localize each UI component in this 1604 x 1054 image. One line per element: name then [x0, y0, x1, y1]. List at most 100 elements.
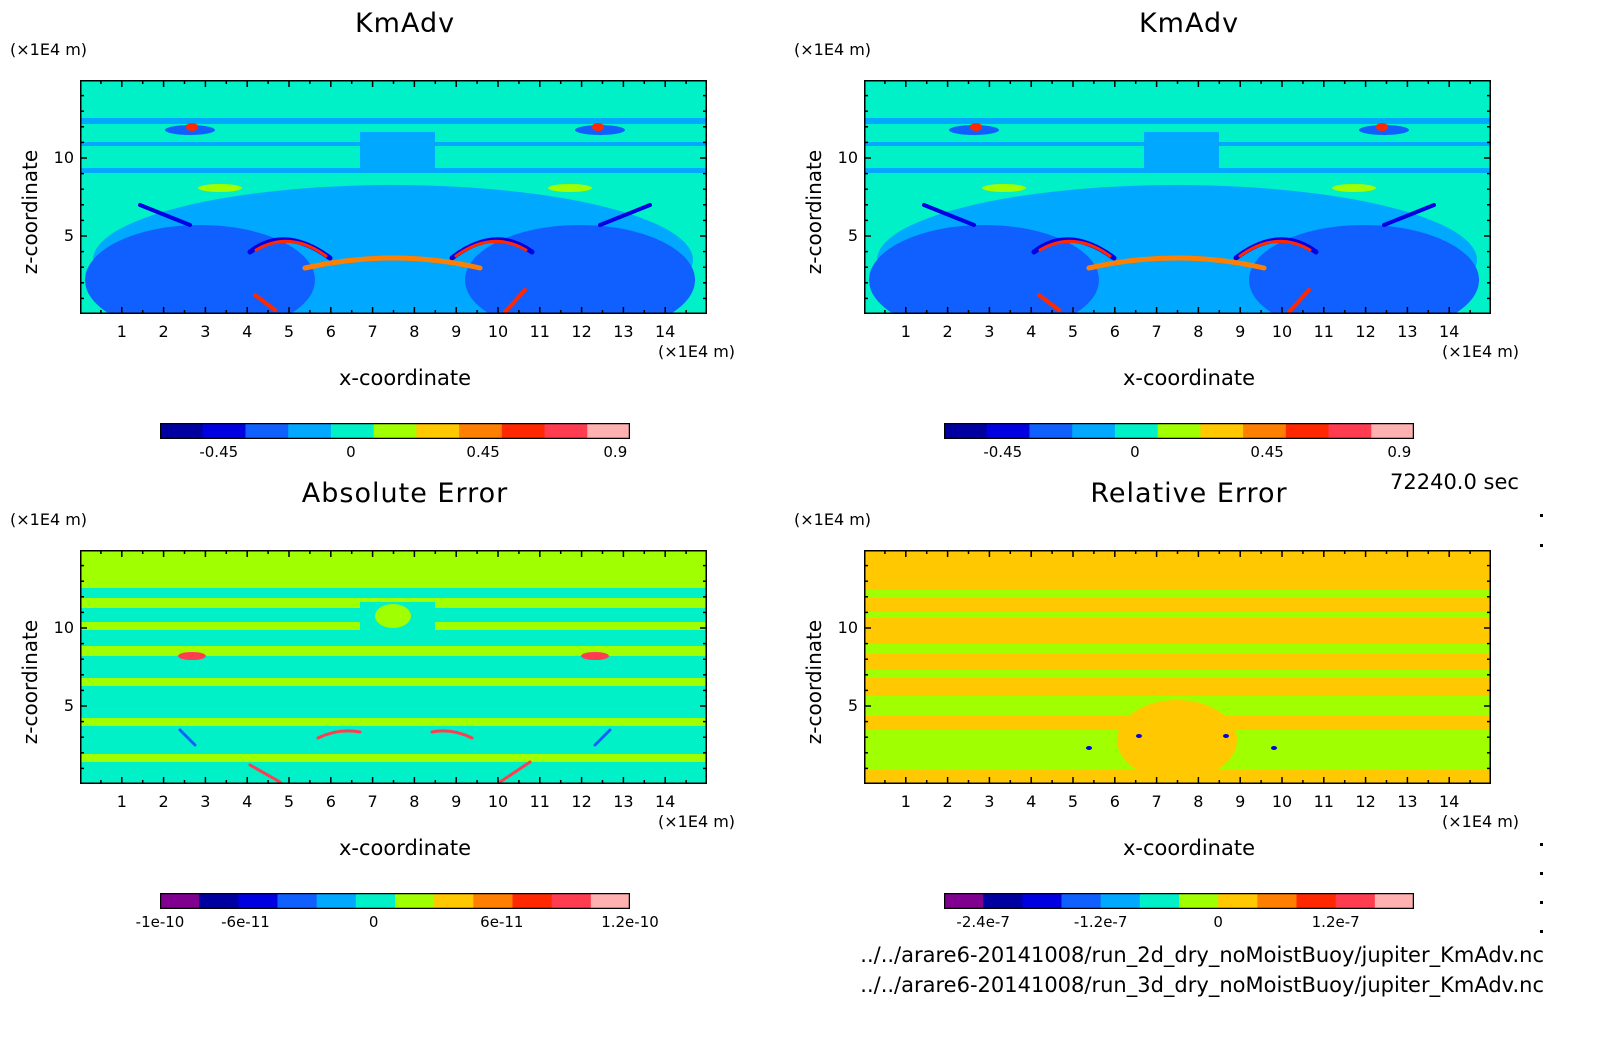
colorbar-swatch	[199, 893, 239, 909]
colorbar-swatch	[501, 423, 546, 439]
heatmap-contour	[302, 255, 483, 271]
colorbar-swatch	[373, 423, 417, 439]
heatmap-contour	[498, 760, 532, 784]
heatmap-contour	[922, 203, 976, 227]
colorbar-swatch	[1157, 423, 1201, 439]
colorbar-swatch	[245, 423, 289, 439]
colorbar-swatch	[1179, 893, 1219, 909]
y-axis-label: z-coordinate	[18, 149, 42, 275]
chart-panel: Relative Error (×1E4 m) (×1E4 m) z-coordina…	[784, 470, 1564, 950]
heatmap-contour	[248, 763, 282, 784]
y-axis-label: z-coordinate	[802, 619, 826, 745]
colorbar-swatch	[1296, 893, 1337, 909]
x-unit-label: (×1E4 m)	[1442, 812, 1520, 831]
x-tick-label: 3	[200, 322, 211, 341]
colorbar-swatch	[355, 893, 396, 909]
file-path-3d: ../../arare6-20141008/run_3d_dry_noMoist…	[860, 973, 1544, 997]
x-tick-label: 2	[158, 792, 169, 811]
colorbar-swatch	[590, 893, 630, 909]
heatmap-contour	[1287, 288, 1311, 314]
x-tick-label: 8	[1193, 792, 1204, 811]
x-tick-label: 9	[1235, 792, 1246, 811]
heatmap-hotspot	[970, 123, 982, 131]
x-tick-label: 10	[1271, 322, 1293, 341]
x-axis-label: x-coordinate	[338, 366, 471, 390]
heatmap-plot	[80, 80, 707, 314]
x-tick-label: 1	[900, 322, 911, 341]
x-tick-label: 13	[1397, 792, 1418, 811]
heatmap-band	[80, 168, 707, 173]
heatmap-band	[80, 646, 707, 656]
chart-panel: KmAdv (×1E4 m) (×1E4 m) z-coordinate x-coord…	[784, 0, 1564, 480]
y-tick-label: 5	[63, 226, 74, 245]
heatmap-region	[982, 184, 1026, 192]
x-tick-label: 13	[613, 792, 634, 811]
heatmap-contour	[1238, 239, 1312, 258]
colorbar-swatch	[1328, 423, 1372, 439]
heatmap-band	[864, 118, 1491, 124]
x-tick-label: 3	[984, 792, 995, 811]
chart-title: KmAdv	[354, 8, 456, 39]
y-tick-label: 10	[53, 148, 74, 167]
colorbar-swatch	[944, 893, 984, 909]
x-tick-label: 12	[571, 792, 592, 811]
heatmap-band	[80, 678, 707, 686]
heatmap-region	[1144, 132, 1219, 170]
x-tick-label: 10	[1271, 792, 1293, 811]
y-unit-label: (×1E4 m)	[10, 40, 88, 59]
x-tick-label: 7	[1151, 322, 1162, 341]
heatmap-band	[80, 118, 707, 124]
colorbar	[160, 893, 630, 909]
x-axis-label: x-coordinate	[1122, 366, 1255, 390]
colorbar	[944, 423, 1414, 439]
x-tick-label: 8	[1193, 322, 1204, 341]
heatmap-contour	[253, 293, 277, 312]
colorbar-frame	[160, 893, 630, 909]
heatmap-contour	[1038, 239, 1112, 258]
colorbar-label: 1.2e-10	[601, 913, 659, 931]
colorbar-frame	[944, 423, 1414, 439]
heatmap-hotspot	[1136, 734, 1142, 738]
heatmap-contour	[254, 239, 328, 258]
heatmap-region	[198, 184, 242, 192]
colorbar-label: 6e-11	[480, 913, 524, 931]
heatmap-region	[1332, 184, 1376, 192]
colorbar-swatch	[544, 423, 588, 439]
y-tick-label: 5	[63, 696, 74, 715]
colorbar-swatch	[395, 893, 435, 909]
heatmap-band	[864, 644, 1491, 654]
colorbar-swatch	[1100, 893, 1141, 909]
chart-panel: KmAdv (×1E4 m) (×1E4 m) z-coordinate x-coord…	[0, 0, 780, 480]
heatmap-band	[864, 670, 1491, 678]
x-tick-label: 1	[116, 792, 127, 811]
colorbar	[160, 423, 630, 439]
x-tick-label: 4	[242, 322, 253, 341]
colorbar-swatch	[434, 893, 474, 909]
colorbar-swatch	[160, 423, 204, 439]
y-tick-label: 5	[847, 226, 858, 245]
chart-title: Relative Error	[1090, 478, 1288, 509]
x-tick-label: 10	[487, 792, 509, 811]
heatmap-band	[80, 718, 707, 726]
x-tick-label: 5	[1067, 322, 1079, 341]
x-tick-label: 7	[1151, 792, 1162, 811]
x-tick-label: 7	[367, 322, 378, 341]
x-tick-label: 12	[571, 322, 592, 341]
colorbar-frame	[160, 423, 630, 439]
y-tick-label: 10	[837, 618, 858, 637]
heatmap-contour	[138, 203, 192, 227]
colorbar-swatch	[202, 423, 246, 439]
colorbar-frame	[944, 893, 1414, 909]
x-tick-label: 9	[451, 322, 462, 341]
colorbar-swatch	[1061, 893, 1102, 909]
heatmap-band	[864, 612, 1491, 618]
heatmap-band	[80, 754, 707, 762]
colorbar-swatch	[587, 423, 630, 439]
heatmap-hotspot	[1271, 746, 1277, 750]
x-tick-label: 10	[487, 322, 509, 341]
colorbar-swatch	[1200, 423, 1244, 439]
colorbar-label: -0.45	[199, 443, 239, 461]
marker-dot	[1540, 544, 1543, 547]
marker-dot	[1540, 872, 1543, 875]
colorbar-swatch	[1243, 423, 1287, 439]
